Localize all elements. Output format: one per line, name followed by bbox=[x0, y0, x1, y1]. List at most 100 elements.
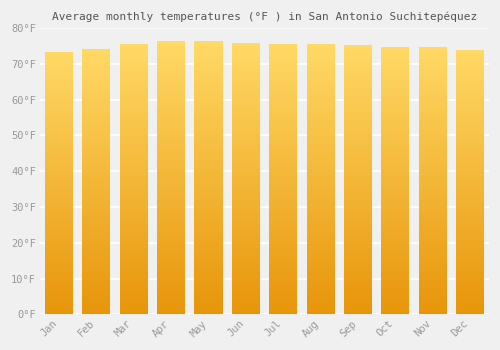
Bar bbox=[120, 268, 148, 271]
Bar bbox=[270, 84, 297, 87]
Bar bbox=[456, 253, 484, 256]
Bar bbox=[232, 141, 260, 144]
Bar bbox=[382, 148, 409, 151]
Bar bbox=[419, 247, 447, 250]
Bar bbox=[120, 63, 148, 66]
Bar bbox=[45, 62, 73, 65]
Bar bbox=[382, 212, 409, 215]
Bar bbox=[232, 81, 260, 84]
Bar bbox=[270, 82, 297, 84]
Bar bbox=[45, 188, 73, 191]
Bar bbox=[232, 271, 260, 274]
Bar bbox=[270, 60, 297, 63]
Bar bbox=[45, 104, 73, 107]
Bar bbox=[270, 125, 297, 128]
Bar bbox=[232, 103, 260, 106]
Bar bbox=[232, 133, 260, 135]
Bar bbox=[419, 125, 447, 127]
Bar bbox=[232, 70, 260, 73]
Bar bbox=[344, 198, 372, 201]
Bar bbox=[194, 159, 222, 161]
Bar bbox=[344, 231, 372, 233]
Bar bbox=[419, 229, 447, 231]
Bar bbox=[456, 66, 484, 68]
Bar bbox=[344, 250, 372, 252]
Bar bbox=[382, 108, 409, 111]
Bar bbox=[456, 246, 484, 248]
Bar bbox=[419, 253, 447, 256]
Bar bbox=[344, 169, 372, 172]
Bar bbox=[382, 229, 409, 231]
Bar bbox=[45, 180, 73, 183]
Bar bbox=[456, 100, 484, 103]
Bar bbox=[45, 133, 73, 136]
Bar bbox=[82, 277, 110, 280]
Bar bbox=[306, 161, 334, 163]
Bar bbox=[45, 217, 73, 220]
Bar bbox=[306, 258, 334, 260]
Bar bbox=[270, 244, 297, 247]
Bar bbox=[120, 306, 148, 309]
Bar bbox=[456, 211, 484, 214]
Bar bbox=[45, 60, 73, 62]
Bar bbox=[382, 290, 409, 293]
Bar bbox=[157, 279, 185, 282]
Bar bbox=[270, 141, 297, 144]
Bar bbox=[344, 207, 372, 209]
Bar bbox=[82, 150, 110, 153]
Bar bbox=[382, 68, 409, 71]
Bar bbox=[270, 228, 297, 231]
Bar bbox=[382, 205, 409, 207]
Bar bbox=[382, 301, 409, 304]
Bar bbox=[82, 139, 110, 142]
Bar bbox=[270, 117, 297, 119]
Bar bbox=[270, 231, 297, 233]
Bar bbox=[382, 293, 409, 296]
Bar bbox=[419, 191, 447, 194]
Bar bbox=[157, 290, 185, 293]
Bar bbox=[306, 268, 334, 271]
Bar bbox=[157, 60, 185, 63]
Bar bbox=[419, 269, 447, 272]
Bar bbox=[456, 97, 484, 100]
Bar bbox=[45, 86, 73, 88]
Bar bbox=[419, 312, 447, 314]
Bar bbox=[270, 52, 297, 55]
Bar bbox=[194, 222, 222, 224]
Bar bbox=[232, 111, 260, 114]
Bar bbox=[456, 190, 484, 192]
Bar bbox=[232, 263, 260, 266]
Bar bbox=[344, 48, 372, 50]
Bar bbox=[306, 133, 334, 136]
Bar bbox=[120, 142, 148, 144]
Bar bbox=[194, 99, 222, 101]
Bar bbox=[232, 222, 260, 225]
Bar bbox=[306, 174, 334, 177]
Bar bbox=[157, 284, 185, 287]
Bar bbox=[45, 265, 73, 267]
Bar bbox=[45, 110, 73, 112]
Bar bbox=[344, 99, 372, 102]
Bar bbox=[82, 214, 110, 216]
Bar bbox=[120, 136, 148, 139]
Bar bbox=[194, 243, 222, 246]
Bar bbox=[194, 150, 222, 153]
Bar bbox=[270, 298, 297, 301]
Bar bbox=[194, 211, 222, 213]
Bar bbox=[45, 83, 73, 86]
Bar bbox=[157, 63, 185, 66]
Bar bbox=[45, 209, 73, 212]
Bar bbox=[120, 209, 148, 212]
Bar bbox=[382, 242, 409, 245]
Bar bbox=[82, 113, 110, 116]
Bar bbox=[419, 175, 447, 178]
Bar bbox=[232, 260, 260, 263]
Bar bbox=[419, 258, 447, 261]
Bar bbox=[382, 76, 409, 79]
Bar bbox=[157, 298, 185, 301]
Bar bbox=[82, 68, 110, 70]
Bar bbox=[306, 120, 334, 123]
Bar bbox=[306, 77, 334, 79]
Bar bbox=[306, 298, 334, 301]
Bar bbox=[157, 309, 185, 312]
